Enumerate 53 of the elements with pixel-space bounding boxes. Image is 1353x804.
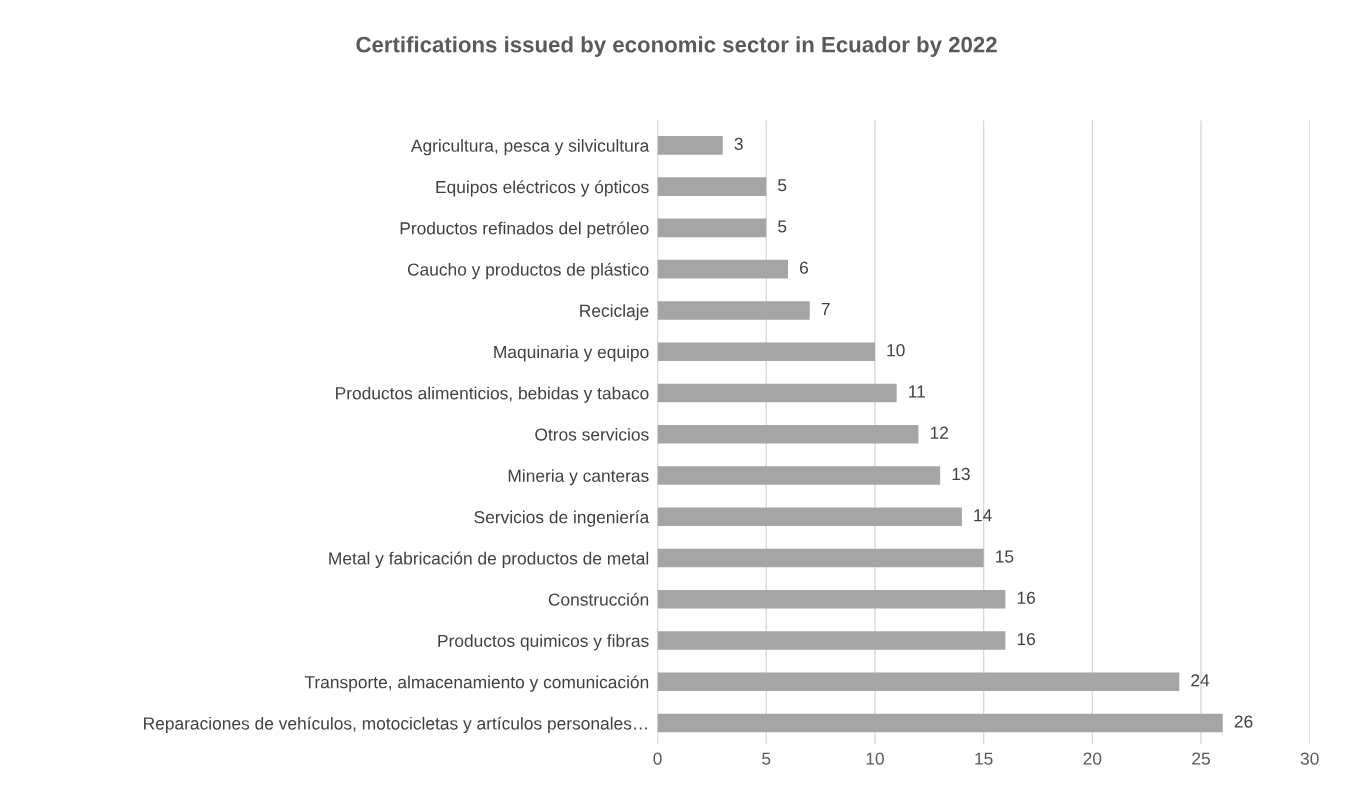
bar [657, 631, 1006, 650]
bar [657, 672, 1180, 692]
data-label: 12 [930, 426, 948, 439]
bar [657, 589, 1006, 609]
bar [657, 218, 767, 238]
data-label: 15 [996, 550, 1014, 563]
bar [657, 136, 723, 155]
bar [657, 301, 810, 320]
data-label: 13 [952, 467, 970, 481]
data-label: 26 [1234, 715, 1253, 728]
data-label: 16 [1017, 632, 1036, 646]
bar [657, 424, 919, 444]
y-tick-label: Productos alimenticios, bebidas y tabaco [336, 386, 649, 403]
x-tick-label: 30 [1300, 752, 1319, 765]
x-tick-label: 10 [866, 752, 884, 765]
bar [657, 259, 788, 279]
x-tick-label: 0 [653, 752, 662, 765]
x-tick-label: 20 [1083, 752, 1102, 765]
y-tick-label: Equipos eléctricos y ópticos [436, 180, 649, 197]
bar [657, 548, 984, 568]
data-label: 24 [1191, 674, 1210, 687]
y-tick-label: Otros servicios [535, 427, 649, 441]
y-tick-label: Reparaciones de vehículos, motocicletas y artículos personales… [144, 716, 647, 734]
y-tick-label: Maquinaria y equipo [494, 345, 649, 362]
chart-title: Certifications issued by economic sector in Ecuador by 2022 [356, 36, 997, 57]
y-tick-label: Servicios de ingeniería [474, 510, 650, 527]
bar [657, 383, 897, 403]
data-label: 3 [734, 137, 743, 151]
data-label: 10 [887, 344, 905, 357]
y-tick-label: Mineria y canteras [508, 469, 649, 486]
y-tick-label: Reciclaje [580, 304, 649, 321]
y-tick-label: Construcción [548, 592, 649, 606]
y-tick-label: Transporte, almacenamiento y comunicación [304, 675, 649, 692]
data-label: 14 [974, 509, 992, 522]
bar [657, 713, 1223, 733]
bar [657, 466, 941, 485]
data-label: 16 [1017, 591, 1036, 604]
y-tick-label: Agricultura, pesca y silvicultura [410, 139, 650, 156]
data-label: 6 [799, 261, 808, 274]
x-tick-label: 15 [975, 752, 993, 765]
x-tick-label: 25 [1192, 752, 1210, 765]
y-tick-label: Productos quimicos y fibras [438, 634, 649, 651]
bar [657, 342, 875, 361]
data-label: 5 [778, 179, 787, 192]
bar [657, 177, 767, 196]
bar [657, 507, 962, 527]
data-label: 7 [821, 302, 830, 315]
y-tick-label: Caucho y productos de plástico [407, 262, 649, 280]
y-tick-label: Metal y fabricación de productos de metal [329, 551, 649, 568]
x-tick-label: 5 [762, 752, 771, 765]
y-tick-label: Productos refinados del petróleo [400, 221, 649, 238]
data-label: 11 [909, 385, 925, 398]
data-label: 5 [778, 220, 787, 233]
